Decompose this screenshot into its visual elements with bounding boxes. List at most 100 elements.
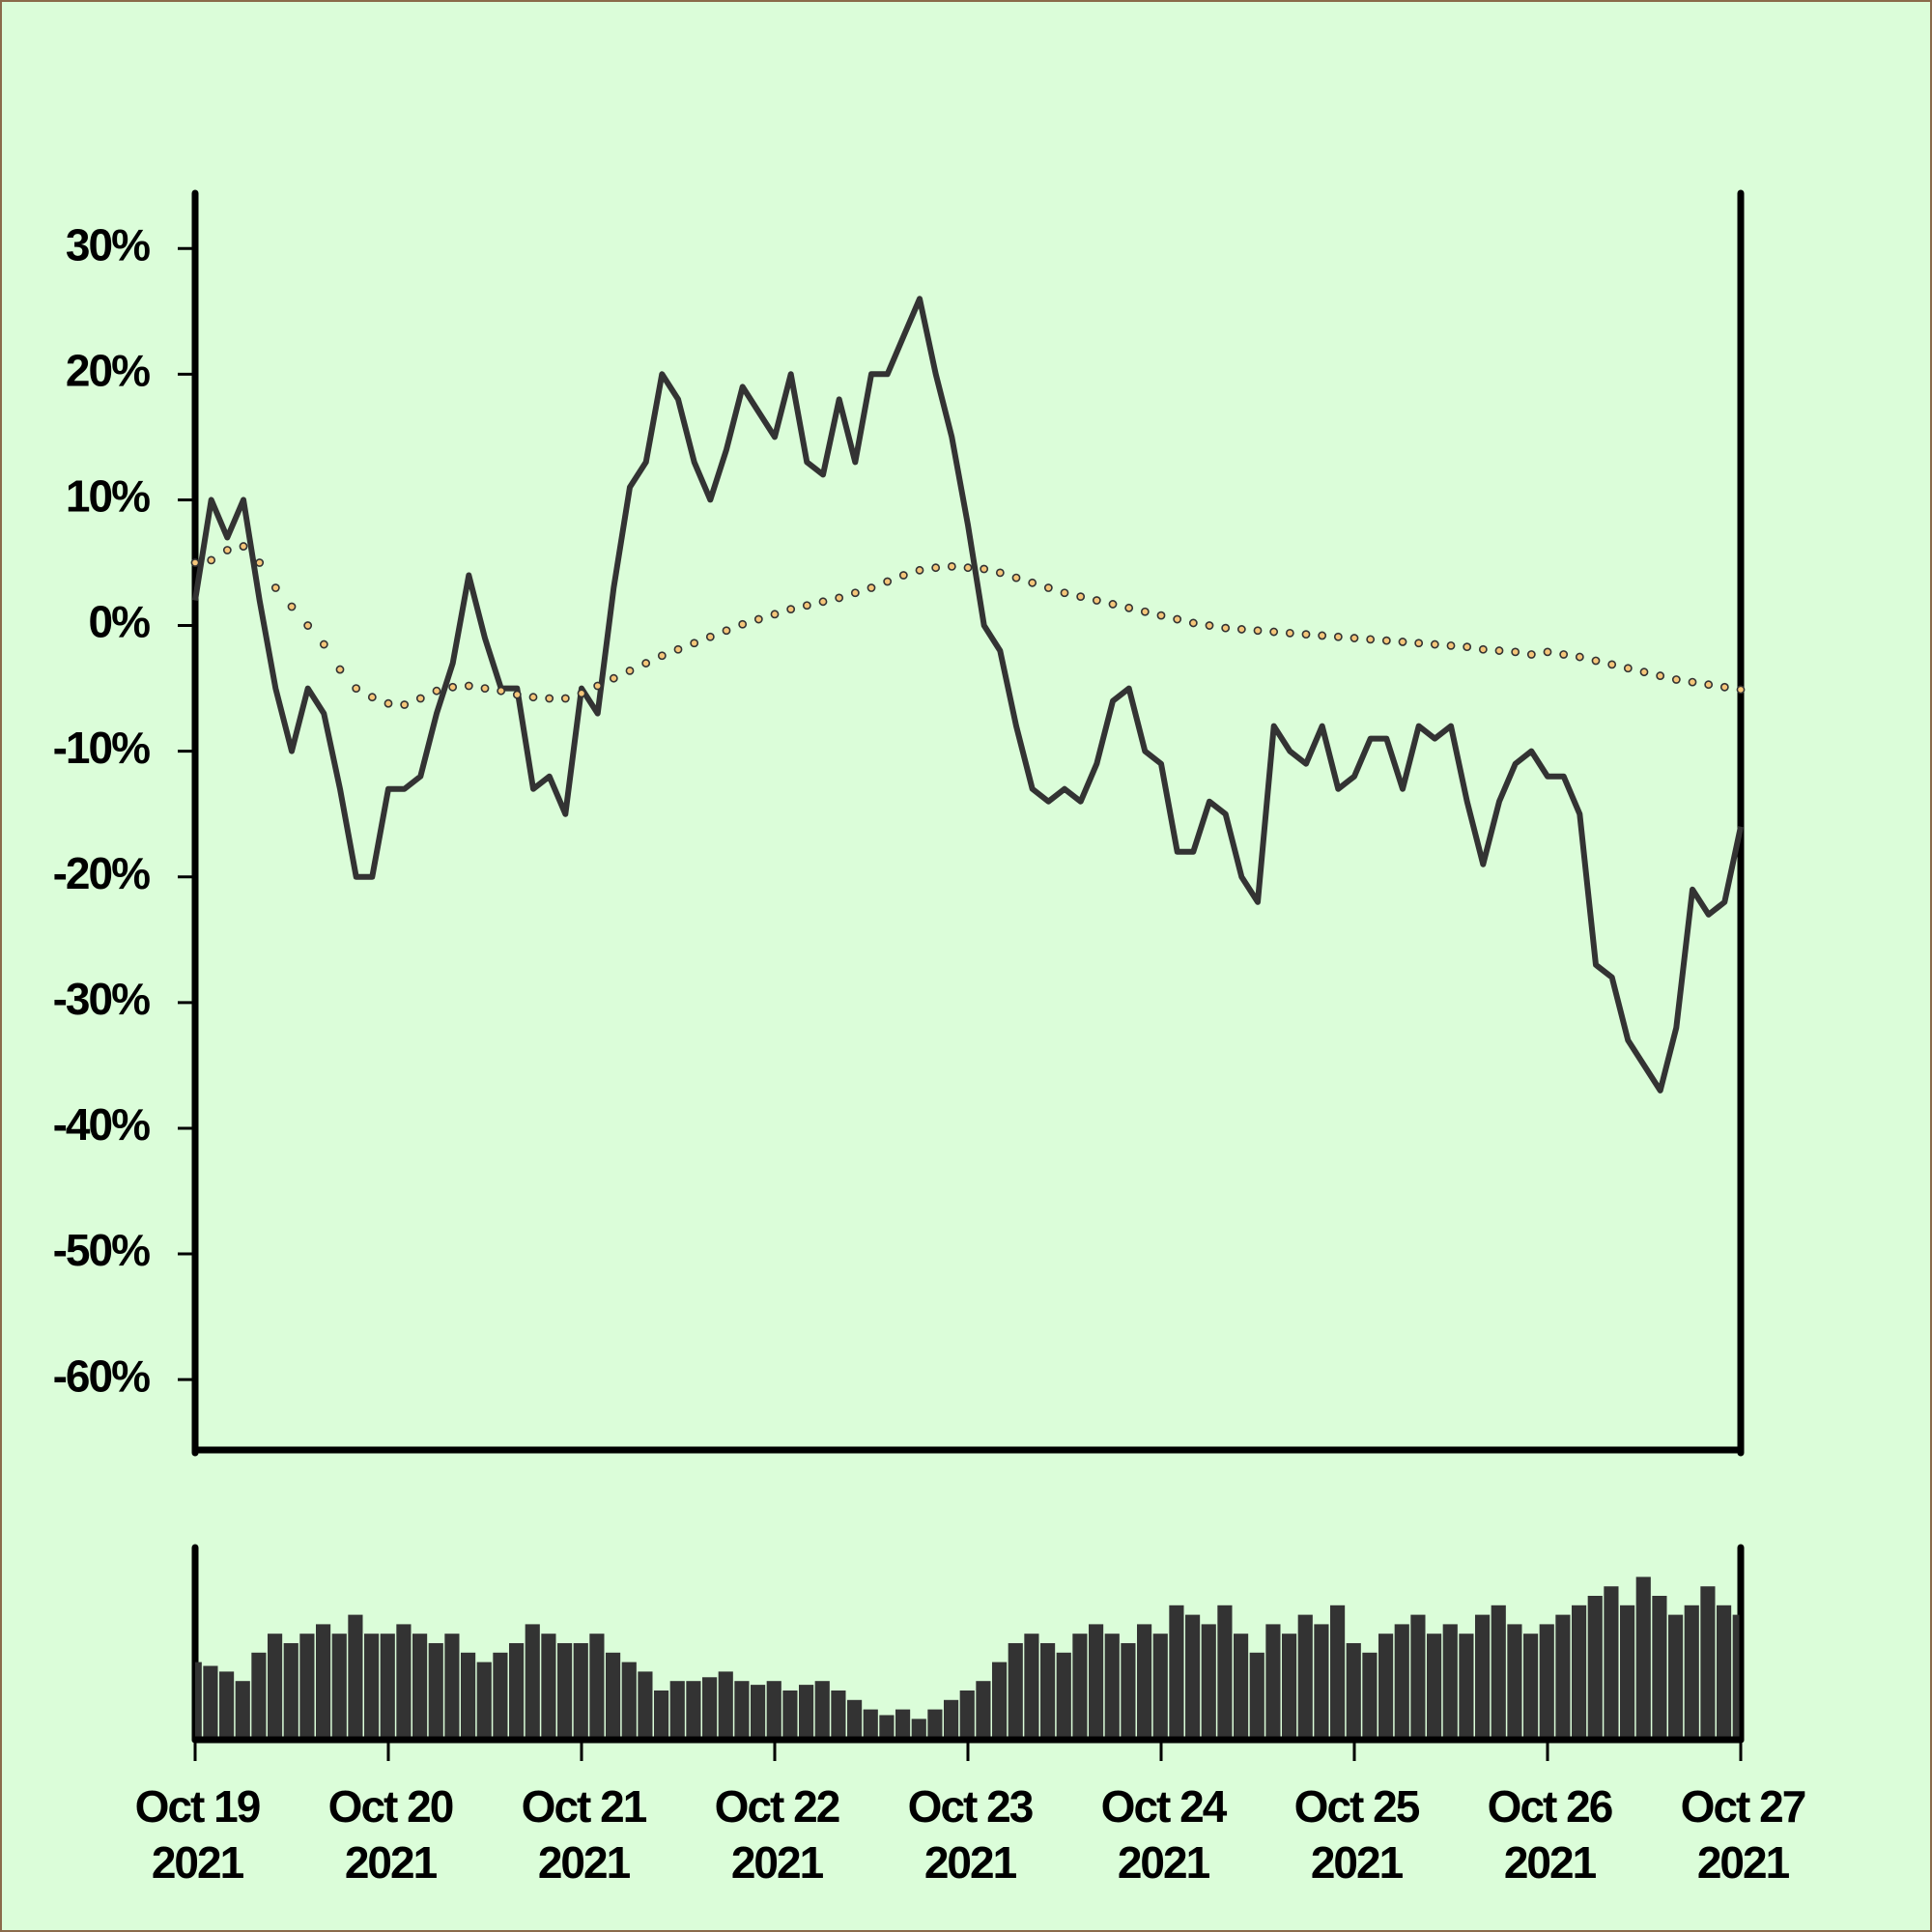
volume-bar: [380, 1634, 395, 1738]
average-dot: [1076, 592, 1086, 602]
volume-bar: [1459, 1634, 1474, 1738]
volume-bar: [1089, 1624, 1104, 1738]
average-dot: [384, 698, 393, 708]
average-dot: [415, 694, 425, 703]
average-dot: [512, 690, 522, 699]
volume-bar: [734, 1681, 750, 1738]
volume-bar: [1297, 1614, 1313, 1738]
average-dot: [1398, 638, 1407, 646]
average-dot: [609, 673, 618, 683]
volume-bar: [1732, 1614, 1740, 1738]
y-tick-label: -50%: [53, 1225, 150, 1275]
average-dot: [1446, 640, 1456, 650]
x-tick-label: Oct 23 2021: [907, 1781, 1035, 1888]
average-dot: [1043, 583, 1053, 592]
volume-bar: [299, 1634, 315, 1738]
average-dot: [480, 684, 490, 693]
average-dot: [1543, 647, 1552, 657]
average-dot: [690, 639, 699, 648]
average-dot: [1188, 618, 1198, 628]
average-dot: [915, 565, 924, 575]
volume-bar: [509, 1643, 525, 1738]
volume-bar: [1185, 1614, 1201, 1738]
volume-bar: [1652, 1596, 1667, 1738]
average-dot: [1623, 664, 1633, 673]
average-dot: [335, 665, 345, 674]
volume-bar: [1169, 1605, 1184, 1738]
average-dot: [255, 558, 265, 567]
y-tick-label: 0%: [89, 597, 151, 647]
volume-bar: [1491, 1605, 1506, 1738]
volume-bar: [1668, 1614, 1684, 1738]
volume-bar: [1475, 1614, 1491, 1738]
volume-bar: [863, 1709, 878, 1738]
volume-bar: [1410, 1614, 1426, 1738]
volume-bar: [573, 1643, 588, 1738]
average-dot: [1591, 656, 1601, 666]
volume-bar: [1152, 1634, 1168, 1738]
volume-bar: [283, 1643, 298, 1738]
volume-bar: [718, 1671, 733, 1738]
volume-bar: [1282, 1634, 1297, 1738]
average-dot: [1656, 671, 1665, 680]
volume-bar: [814, 1681, 830, 1738]
volume-bar: [1427, 1634, 1442, 1738]
average-dot: [673, 644, 683, 654]
volume-bar: [1217, 1605, 1233, 1738]
y-tick-label: 30%: [66, 219, 150, 270]
volume-bar: [396, 1624, 412, 1738]
volume-bar: [493, 1652, 508, 1738]
volume-bar: [1265, 1624, 1281, 1738]
volume-bar: [638, 1671, 653, 1738]
x-tick-label: Oct 19 2021: [134, 1781, 262, 1888]
average-dot: [287, 602, 297, 611]
volume-bar: [219, 1671, 235, 1738]
volume-bar: [1717, 1605, 1732, 1738]
volume-bar: [606, 1652, 621, 1738]
volume-bar: [1442, 1624, 1458, 1738]
average-dot: [705, 632, 715, 641]
volume-bar: [1008, 1643, 1023, 1738]
volume-bar: [1523, 1634, 1539, 1738]
volume-bar: [1072, 1634, 1088, 1738]
average-dot: [947, 561, 956, 571]
volume-bar: [702, 1677, 718, 1738]
volume-bar: [541, 1634, 556, 1738]
average-dot: [448, 682, 458, 692]
volume-bar: [251, 1652, 267, 1738]
y-tick-label: -30%: [53, 974, 150, 1024]
average-dot: [1108, 600, 1118, 609]
volume-bar: [203, 1665, 218, 1738]
average-dot: [883, 577, 893, 586]
average-dot: [239, 542, 248, 551]
average-dot: [207, 555, 216, 565]
volume-bar: [1121, 1643, 1136, 1738]
volume-bar: [1539, 1624, 1554, 1738]
volume-bar: [621, 1662, 637, 1738]
volume-bar: [799, 1685, 814, 1738]
volume-bar: [1555, 1614, 1571, 1738]
volume-bar: [1201, 1624, 1216, 1738]
average-dot: [545, 694, 554, 703]
x-tick-label: Oct 20 2021: [327, 1781, 455, 1888]
average-dot: [560, 694, 570, 703]
average-dot: [657, 651, 667, 661]
volume-bar: [364, 1634, 380, 1738]
average-dot: [1463, 642, 1472, 652]
average-dot: [1173, 614, 1182, 624]
average-dot: [303, 621, 313, 630]
volume-bar: [782, 1690, 798, 1738]
x-tick-label: Oct 22 2021: [714, 1781, 841, 1888]
volume-bar: [686, 1681, 701, 1738]
volume-bar: [268, 1634, 283, 1738]
average-dot: [738, 619, 748, 629]
volume-bar: [992, 1662, 1008, 1738]
volume-bar: [1635, 1577, 1651, 1738]
volume-bar: [1604, 1586, 1619, 1738]
volume-bar: [1362, 1652, 1378, 1738]
average-dot: [464, 681, 473, 691]
volume-bar: [944, 1699, 959, 1738]
average-dot: [1381, 636, 1391, 645]
